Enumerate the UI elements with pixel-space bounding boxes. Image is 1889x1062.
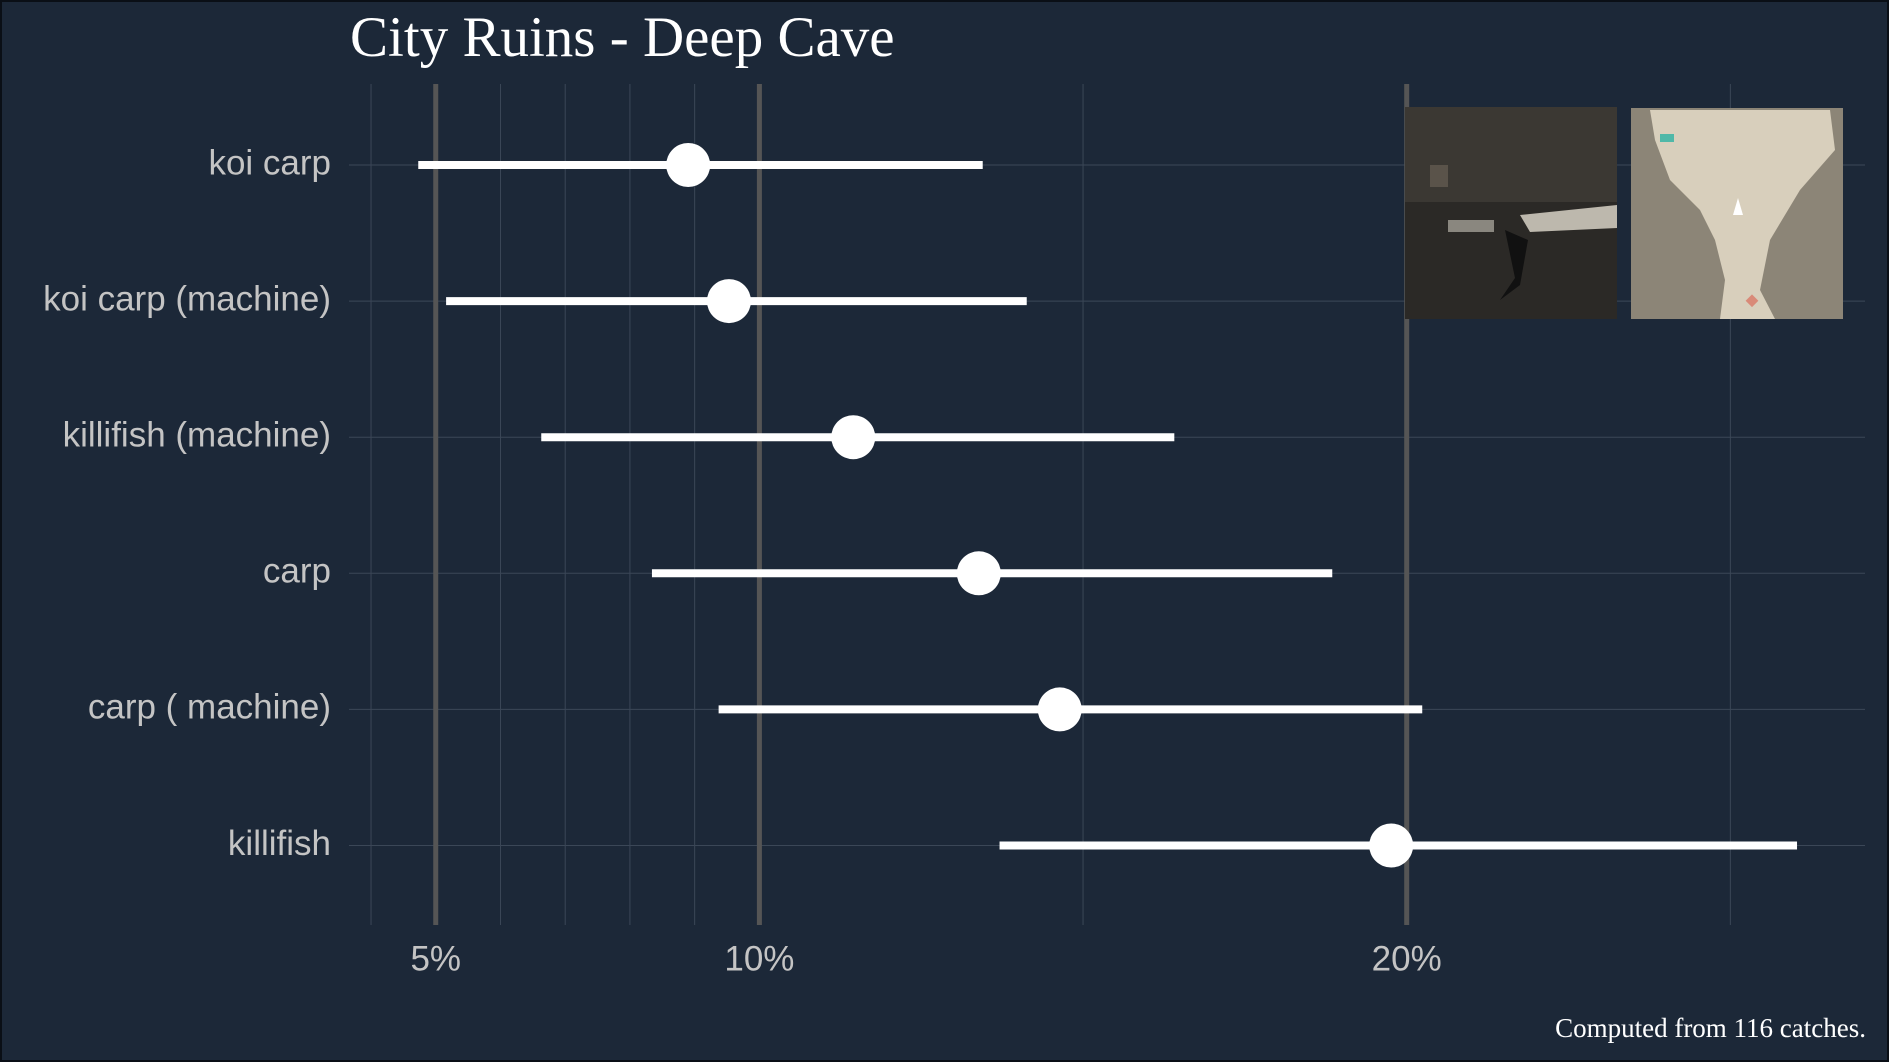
inset-map xyxy=(1631,108,1843,319)
caption: Computed from 116 catches. xyxy=(1555,1013,1866,1043)
point xyxy=(956,551,1001,596)
point xyxy=(666,143,711,187)
y-tick-label: carp xyxy=(263,552,331,591)
x-tick-label: 20% xyxy=(1372,939,1442,978)
point xyxy=(831,415,876,460)
y-tick-label: koi carp xyxy=(208,143,331,182)
y-tick-label: koi carp (machine) xyxy=(43,279,331,318)
inset-screenshot xyxy=(1405,107,1617,319)
point xyxy=(1369,823,1414,868)
plot: 5% 10% 20% koi carp koi carp (machine) killif… xyxy=(43,143,1798,978)
chart-title: City Ruins - Deep Cave xyxy=(350,6,895,69)
point xyxy=(706,279,751,324)
x-tick-label: 10% xyxy=(724,939,794,978)
y-tick-label: killifish xyxy=(228,824,331,863)
x-tick-label: 5% xyxy=(410,939,461,978)
point xyxy=(1037,687,1082,732)
y-tick-label: carp ( machine) xyxy=(88,688,331,727)
y-tick-label: killifish (machine) xyxy=(63,415,331,454)
